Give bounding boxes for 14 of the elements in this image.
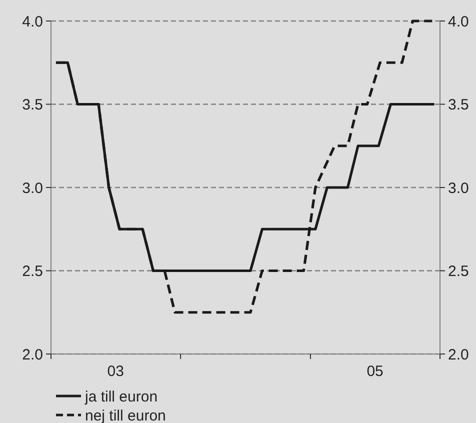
- legend-label: ja till euron: [84, 388, 158, 406]
- y-tick-label: 2.0: [22, 346, 43, 364]
- y-tick-label: 3.0: [22, 180, 43, 197]
- x-tick-label: 05: [366, 363, 384, 380]
- y-tick-label: 3.5: [22, 96, 43, 114]
- y2-tick-label: 3.0: [448, 180, 469, 197]
- y2-tick-label: 4.0: [448, 13, 469, 30]
- y2-tick-label: 2.5: [448, 263, 469, 280]
- y-tick-label: 4.0: [22, 13, 43, 30]
- y2-tick-label: 2.0: [448, 346, 469, 364]
- x-tick-label: 03: [107, 363, 124, 380]
- y2-tick-label: 3.5: [448, 96, 469, 114]
- legend-label: nej till euron: [85, 407, 166, 423]
- y-tick-label: 2.5: [22, 263, 43, 280]
